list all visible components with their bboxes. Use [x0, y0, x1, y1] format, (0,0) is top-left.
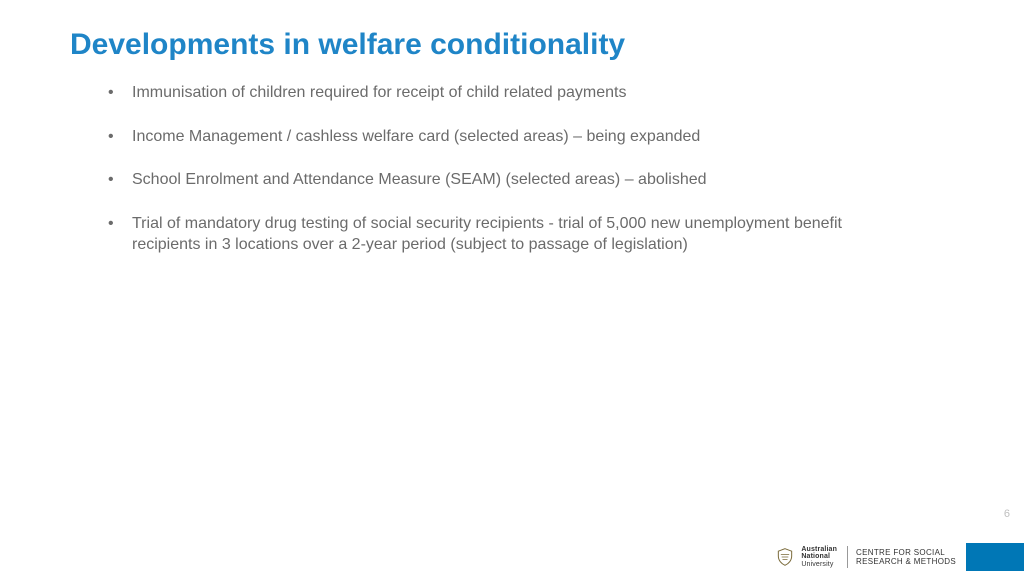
accent-block	[966, 543, 1024, 571]
bullet-item: Immunisation of children required for re…	[108, 82, 888, 104]
bullet-item: Income Management / cashless welfare car…	[108, 126, 888, 148]
centre-line2: RESEARCH & METHODS	[856, 557, 956, 566]
bullet-item: Trial of mandatory drug testing of socia…	[108, 213, 888, 256]
uni-line2: National	[801, 553, 830, 560]
centre-name: CENTRE FOR SOCIAL RESEARCH & METHODS	[856, 548, 956, 566]
uni-line1: Australian	[801, 546, 837, 553]
footer-divider	[847, 546, 848, 568]
slide-title: Developments in welfare conditionality	[70, 28, 625, 62]
crest-icon	[775, 547, 795, 567]
uni-line3: University	[801, 561, 833, 568]
bullet-list: Immunisation of children required for re…	[108, 82, 888, 278]
university-logo: Australian National University	[775, 546, 837, 568]
slide: Developments in welfare conditionality I…	[0, 0, 1024, 576]
bullet-item: School Enrolment and Attendance Measure …	[108, 169, 888, 191]
centre-line1: CENTRE FOR SOCIAL	[856, 548, 956, 557]
university-name: Australian National University	[801, 546, 837, 568]
footer: Australian National University CENTRE FO…	[775, 538, 1024, 576]
page-number: 6	[1004, 508, 1010, 520]
